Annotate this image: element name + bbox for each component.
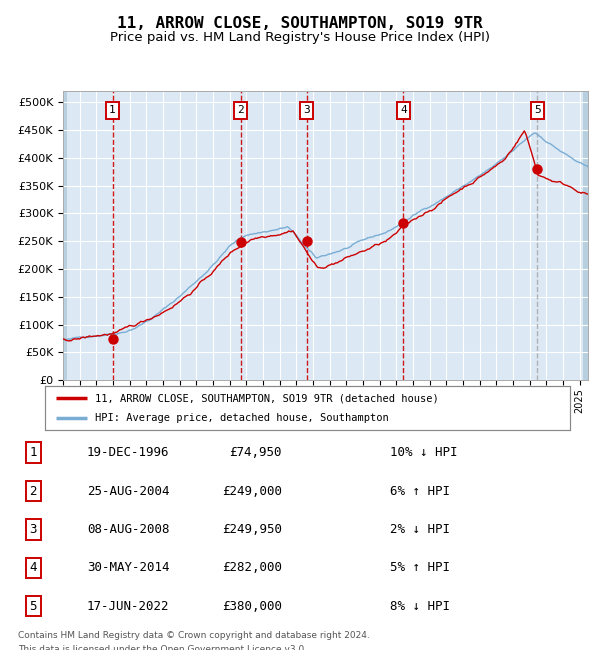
Bar <box>63 91 67 380</box>
Text: Contains HM Land Registry data © Crown copyright and database right 2024.: Contains HM Land Registry data © Crown c… <box>18 630 370 640</box>
Text: 3: 3 <box>29 523 37 536</box>
Text: 19-DEC-1996: 19-DEC-1996 <box>87 446 170 459</box>
Text: £380,000: £380,000 <box>222 599 282 612</box>
Text: 10% ↓ HPI: 10% ↓ HPI <box>390 446 458 459</box>
Text: 30-MAY-2014: 30-MAY-2014 <box>87 562 170 575</box>
Text: 11, ARROW CLOSE, SOUTHAMPTON, SO19 9TR: 11, ARROW CLOSE, SOUTHAMPTON, SO19 9TR <box>117 16 483 31</box>
Text: 17-JUN-2022: 17-JUN-2022 <box>87 599 170 612</box>
Text: 4: 4 <box>29 562 37 575</box>
Text: 2: 2 <box>237 105 244 116</box>
Text: 08-AUG-2008: 08-AUG-2008 <box>87 523 170 536</box>
Text: £249,950: £249,950 <box>222 523 282 536</box>
Text: Price paid vs. HM Land Registry's House Price Index (HPI): Price paid vs. HM Land Registry's House … <box>110 31 490 44</box>
Text: £282,000: £282,000 <box>222 562 282 575</box>
Text: 5: 5 <box>29 599 37 612</box>
Text: 11, ARROW CLOSE, SOUTHAMPTON, SO19 9TR (detached house): 11, ARROW CLOSE, SOUTHAMPTON, SO19 9TR (… <box>95 393 439 403</box>
Text: 25-AUG-2004: 25-AUG-2004 <box>87 485 170 498</box>
Text: 6% ↑ HPI: 6% ↑ HPI <box>390 485 450 498</box>
Text: 4: 4 <box>400 105 407 116</box>
Text: £249,000: £249,000 <box>222 485 282 498</box>
Text: HPI: Average price, detached house, Southampton: HPI: Average price, detached house, Sout… <box>95 413 389 423</box>
Text: 1: 1 <box>29 446 37 459</box>
Text: 3: 3 <box>303 105 310 116</box>
Text: 2% ↓ HPI: 2% ↓ HPI <box>390 523 450 536</box>
Text: 8% ↓ HPI: 8% ↓ HPI <box>390 599 450 612</box>
Text: 2: 2 <box>29 485 37 498</box>
Bar <box>583 91 592 380</box>
Text: £74,950: £74,950 <box>229 446 282 459</box>
Text: 5: 5 <box>534 105 541 116</box>
Text: This data is licensed under the Open Government Licence v3.0.: This data is licensed under the Open Gov… <box>18 645 307 650</box>
Text: 1: 1 <box>109 105 116 116</box>
Text: 5% ↑ HPI: 5% ↑ HPI <box>390 562 450 575</box>
